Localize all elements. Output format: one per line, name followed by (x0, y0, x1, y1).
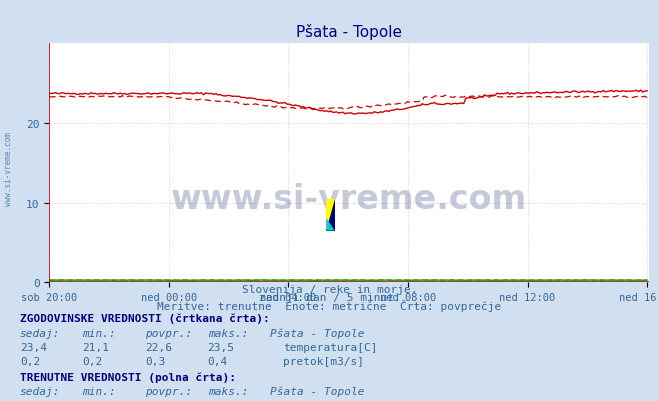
Text: 23,5: 23,5 (208, 342, 235, 352)
Text: 22,6: 22,6 (145, 342, 172, 352)
Text: ZGODOVINSKE VREDNOSTI (črtkana črta):: ZGODOVINSKE VREDNOSTI (črtkana črta): (20, 313, 270, 324)
Text: povpr.:: povpr.: (145, 328, 192, 338)
Text: povpr.:: povpr.: (145, 387, 192, 396)
Text: www.si-vreme.com: www.si-vreme.com (171, 183, 527, 216)
Text: maks.:: maks.: (208, 387, 248, 396)
Text: Pšata - Topole: Pšata - Topole (270, 328, 364, 338)
Text: Slovenija / reke in morje.: Slovenija / reke in morje. (242, 284, 417, 294)
Text: maks.:: maks.: (208, 328, 248, 338)
Text: Pšata - Topole: Pšata - Topole (270, 386, 364, 396)
Text: sedaj:: sedaj: (20, 387, 60, 396)
Text: 0,3: 0,3 (145, 356, 165, 366)
Polygon shape (326, 199, 335, 231)
Polygon shape (326, 218, 335, 231)
Text: min.:: min.: (82, 328, 116, 338)
Text: www.si-vreme.com: www.si-vreme.com (4, 132, 13, 205)
Text: 0,2: 0,2 (20, 356, 40, 366)
Text: Meritve: trenutne  Enote: metrične  Črta: povprečje: Meritve: trenutne Enote: metrične Črta: … (158, 300, 501, 312)
Text: 0,4: 0,4 (208, 356, 228, 366)
Text: sedaj:: sedaj: (20, 328, 60, 338)
Text: min.:: min.: (82, 387, 116, 396)
Text: 0,2: 0,2 (82, 356, 103, 366)
Text: TRENUTNE VREDNOSTI (polna črta):: TRENUTNE VREDNOSTI (polna črta): (20, 372, 236, 382)
Text: zadnji dan / 5 minut.: zadnji dan / 5 minut. (258, 293, 401, 303)
FancyBboxPatch shape (326, 199, 335, 231)
Title: Pšata - Topole: Pšata - Topole (297, 24, 402, 40)
Text: temperatura[C]: temperatura[C] (283, 342, 378, 352)
Text: 21,1: 21,1 (82, 342, 109, 352)
Text: 23,4: 23,4 (20, 342, 47, 352)
Text: pretok[m3/s]: pretok[m3/s] (283, 356, 364, 366)
